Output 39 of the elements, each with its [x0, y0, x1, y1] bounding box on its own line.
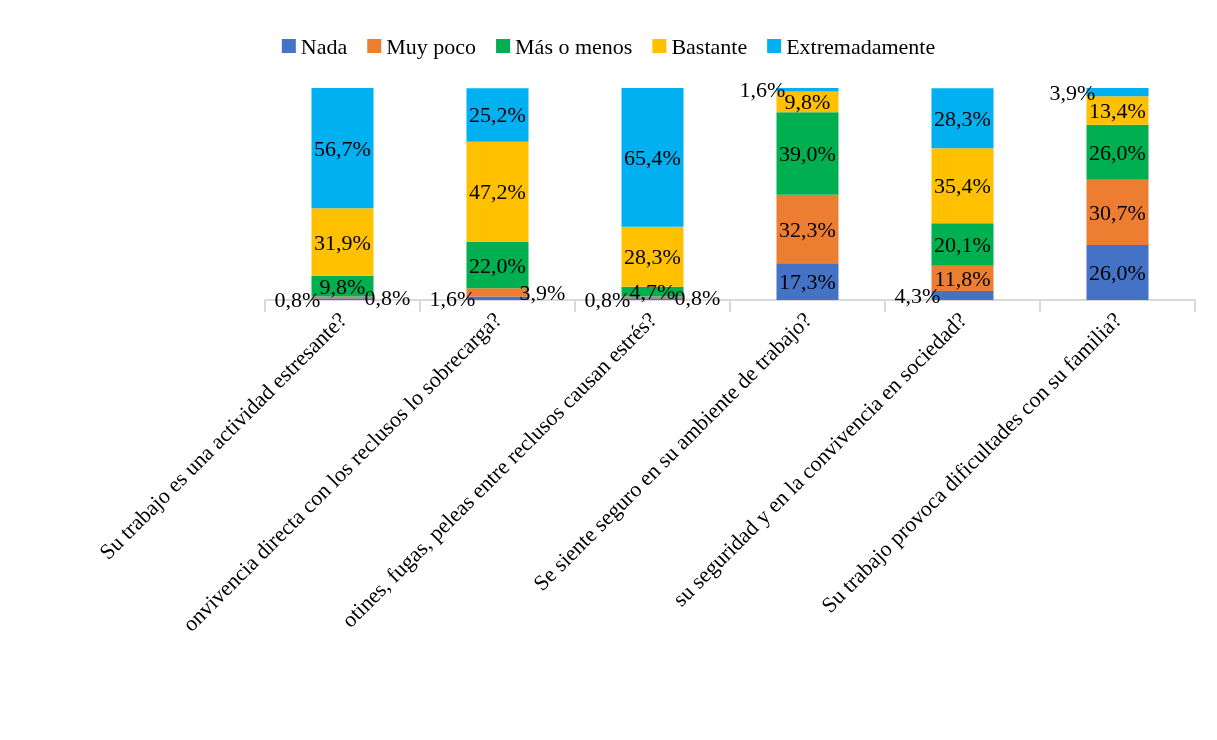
- data-label: 9,8%: [319, 273, 366, 299]
- data-label: 26,0%: [1089, 259, 1146, 285]
- bar: [931, 88, 994, 149]
- data-label: 28,3%: [624, 244, 681, 270]
- bar: [466, 88, 529, 142]
- data-label: 22,0%: [469, 252, 526, 278]
- bar: [776, 194, 839, 264]
- bar: [311, 88, 374, 209]
- data-label: 0,8%: [364, 284, 411, 310]
- data-label: 1,6%: [739, 77, 786, 103]
- data-label: 47,2%: [469, 179, 526, 205]
- data-label: 1,6%: [429, 285, 476, 311]
- bar: [931, 148, 994, 224]
- data-label: 17,3%: [779, 269, 836, 295]
- bar: [1086, 179, 1149, 245]
- legend-label: Muy poco: [386, 33, 477, 59]
- data-label: 0,8%: [274, 286, 321, 312]
- legend-label: Nada: [300, 33, 348, 59]
- bar: [776, 112, 839, 195]
- data-label: 30,7%: [1089, 199, 1146, 225]
- legend-label: Más o menos: [515, 33, 633, 59]
- legend-label: Bastante: [671, 33, 748, 59]
- data-label: 65,4%: [624, 144, 681, 170]
- data-label: 20,1%: [934, 232, 991, 258]
- data-label: 56,7%: [314, 135, 371, 161]
- data-label: 32,3%: [779, 216, 836, 242]
- legend-label: Extremadamente: [786, 33, 936, 59]
- data-label: 35,4%: [934, 173, 991, 199]
- data-label: 25,2%: [469, 102, 526, 128]
- data-label: 39,0%: [779, 141, 836, 167]
- bar: [466, 141, 529, 242]
- bar: [621, 88, 684, 227]
- data-label: 26,0%: [1089, 139, 1146, 165]
- data-label: 9,8%: [784, 89, 831, 115]
- data-label: 31,9%: [314, 229, 371, 255]
- data-label: 28,3%: [934, 105, 991, 131]
- data-label: 0,8%: [674, 284, 721, 310]
- bar: [311, 208, 374, 276]
- data-label: 0,8%: [584, 286, 631, 312]
